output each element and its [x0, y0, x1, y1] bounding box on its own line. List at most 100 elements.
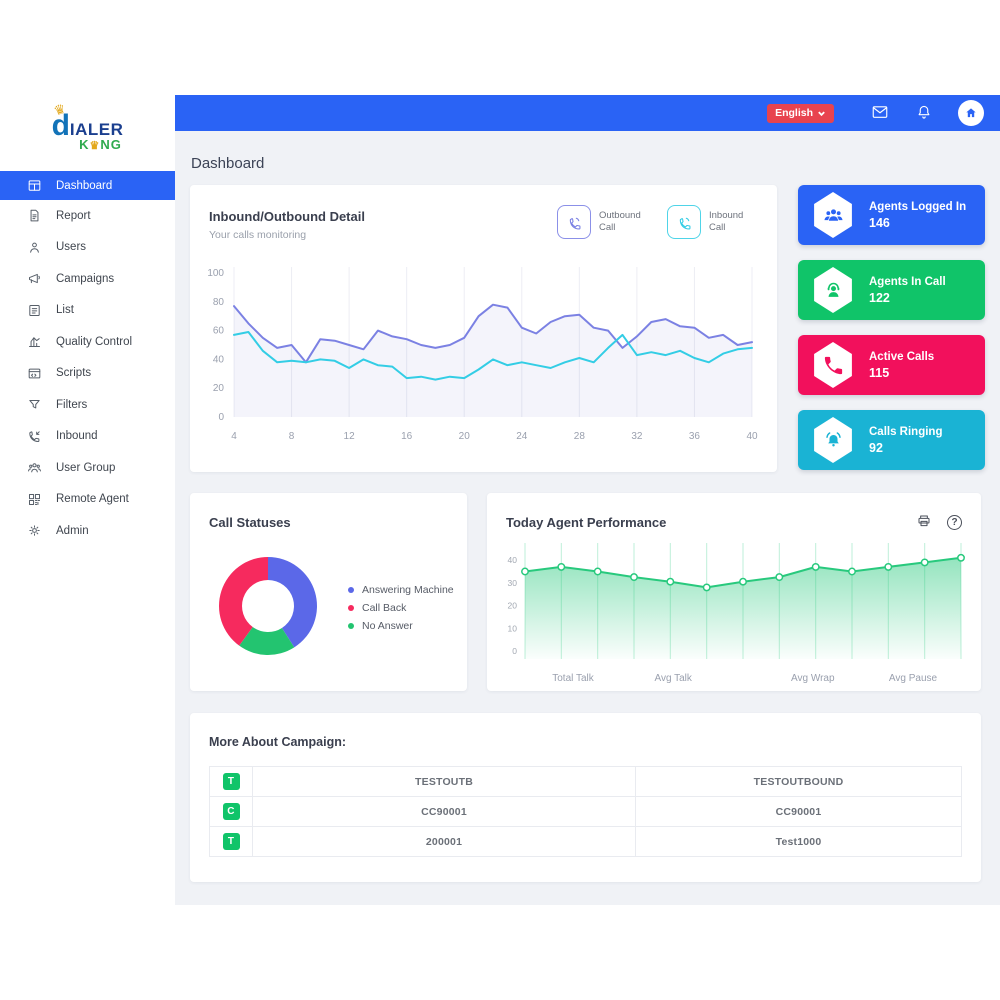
- sidebar-item-report[interactable]: Report: [0, 200, 175, 232]
- stat-value: 92: [869, 440, 883, 455]
- svg-text:0: 0: [512, 646, 517, 656]
- envelope-icon: [872, 106, 888, 118]
- sidebar: ♛ dIALER K♛NG Dashboard Report Users Camp…: [0, 95, 175, 905]
- stat-value: 122: [869, 290, 890, 305]
- svg-text:12: 12: [344, 431, 356, 442]
- phone-call-icon: [667, 205, 701, 239]
- main-content: Dashboard Inbound/Outbound Detail Your c…: [175, 131, 1000, 905]
- page-title: Dashboard: [191, 155, 265, 172]
- svg-text:Total Talk: Total Talk: [552, 673, 595, 684]
- card-actions: ?: [915, 513, 965, 531]
- inbound-outbound-line-chart: 0 20 40 60 80 100 4 8 12 16 20 24 28 32 36 40: [207, 267, 758, 442]
- agent-performance-area-chart: 0 10 20 30 40 Total Talk Avg Talk Avg Wrap Avg P…: [508, 543, 965, 684]
- svg-text:32: 32: [631, 431, 643, 442]
- campaign-card: More About Campaign: T TESTOUTB TESTOUTB…: [190, 713, 981, 882]
- card-title: Today Agent Performance: [506, 515, 667, 530]
- svg-text:30: 30: [508, 578, 518, 588]
- svg-text:10: 10: [508, 623, 518, 633]
- chevron-down-icon: [818, 111, 825, 116]
- language-label: English: [775, 107, 813, 119]
- stat-card-agents-in-call: Agents In Call 122: [798, 260, 985, 320]
- stat-value: 146: [869, 215, 890, 230]
- chart-legend: Outbound Call Inbound Call: [557, 205, 759, 239]
- legend-dot: [348, 623, 354, 629]
- list-icon: [27, 302, 43, 318]
- sidebar-item-user-group[interactable]: User Group: [0, 452, 175, 484]
- donut-legend: Answering Machine Call Back No Answer: [348, 581, 454, 635]
- legend-dot: [348, 605, 354, 611]
- gear-icon: [27, 523, 43, 539]
- sidebar-item-filters[interactable]: Filters: [0, 389, 175, 421]
- sidebar-nav: Dashboard Report Users Campaigns List Qu…: [0, 171, 175, 547]
- stat-card-agents-logged-in: Agents Logged In 146: [798, 185, 985, 245]
- table-cell: 200001: [252, 826, 636, 857]
- mail-button[interactable]: [870, 103, 890, 123]
- table-cell: TESTOUTBOUND: [635, 766, 962, 797]
- svg-text:80: 80: [213, 297, 225, 308]
- stat-label: Agents In Call: [869, 275, 946, 288]
- svg-text:Avg Talk: Avg Talk: [654, 673, 692, 684]
- inbound-outbound-card: Inbound/Outbound Detail Your calls monit…: [190, 185, 777, 472]
- report-icon: [27, 208, 43, 224]
- stat-card-calls-ringing: Calls Ringing 92: [798, 410, 985, 470]
- agent-performance-card: Today Agent Performance ? 0 10 20 30 40 Total…: [487, 493, 981, 691]
- bar-chart-icon: [27, 334, 43, 350]
- sidebar-item-campaigns[interactable]: Campaigns: [0, 263, 175, 295]
- language-button[interactable]: English: [767, 103, 834, 123]
- home-icon: [966, 108, 976, 118]
- legend-item: Call Back: [348, 599, 454, 617]
- svg-text:16: 16: [401, 431, 413, 442]
- svg-text:20: 20: [508, 601, 518, 611]
- sidebar-item-list[interactable]: List: [0, 295, 175, 327]
- svg-text:36: 36: [689, 431, 701, 442]
- notifications-button[interactable]: [914, 103, 934, 123]
- legend-item-inbound: Inbound Call: [667, 205, 759, 239]
- sidebar-item-users[interactable]: Users: [0, 232, 175, 264]
- bell-icon: [918, 105, 930, 119]
- campaign-table: T TESTOUTB TESTOUTBOUND C CC90001 CC9000…: [209, 766, 962, 857]
- stat-value: 115: [869, 365, 890, 380]
- sidebar-item-admin[interactable]: Admin: [0, 515, 175, 547]
- stat-label: Calls Ringing: [869, 425, 943, 438]
- card-title: Inbound/Outbound Detail: [209, 209, 365, 224]
- sidebar-item-remote-agent[interactable]: Remote Agent: [0, 484, 175, 516]
- bell-ring-icon: [814, 417, 852, 463]
- brand-name: IALER: [69, 120, 124, 139]
- svg-text:20: 20: [459, 431, 471, 442]
- legend-item-outbound: Outbound Call: [557, 205, 649, 239]
- type-badge: T: [222, 833, 240, 850]
- megaphone-icon: [27, 271, 43, 287]
- svg-text:40: 40: [508, 555, 518, 565]
- agents-group-icon: [814, 192, 852, 238]
- svg-text:8: 8: [289, 431, 295, 442]
- phone-call-icon: [557, 205, 591, 239]
- call-statuses-card: Call Statuses Answering Machine Call Bac…: [190, 493, 467, 691]
- svg-text:Avg Pause: Avg Pause: [889, 673, 938, 684]
- call-statuses-donut-chart: [219, 557, 318, 655]
- card-title: Call Statuses: [209, 515, 291, 530]
- topbar: English: [175, 95, 1000, 131]
- stat-label: Active Calls: [869, 350, 935, 363]
- brand-logo: ♛ dIALER K♛NG: [0, 101, 175, 165]
- sidebar-item-inbound[interactable]: Inbound: [0, 421, 175, 453]
- print-button[interactable]: [915, 513, 933, 531]
- help-button[interactable]: ?: [947, 513, 965, 531]
- script-window-icon: [27, 365, 43, 381]
- card-title: More About Campaign:: [209, 735, 347, 749]
- sidebar-item-scripts[interactable]: Scripts: [0, 358, 175, 390]
- sidebar-item-quality-control[interactable]: Quality Control: [0, 326, 175, 358]
- sidebar-item-dashboard[interactable]: Dashboard: [0, 171, 175, 200]
- svg-text:40: 40: [746, 431, 758, 442]
- legend-dot: [348, 587, 354, 593]
- table-cell: Test1000: [635, 826, 962, 857]
- stat-card-active-calls: Active Calls 115: [798, 335, 985, 395]
- legend-item: Answering Machine: [348, 581, 454, 599]
- legend-item: No Answer: [348, 617, 454, 635]
- brand-subname: K♛NG: [79, 137, 122, 152]
- svg-text:28: 28: [574, 431, 586, 442]
- question-mark-icon: ?: [947, 514, 962, 530]
- table-cell: CC90001: [635, 796, 962, 827]
- svg-text:100: 100: [207, 268, 224, 279]
- home-button[interactable]: [958, 100, 984, 126]
